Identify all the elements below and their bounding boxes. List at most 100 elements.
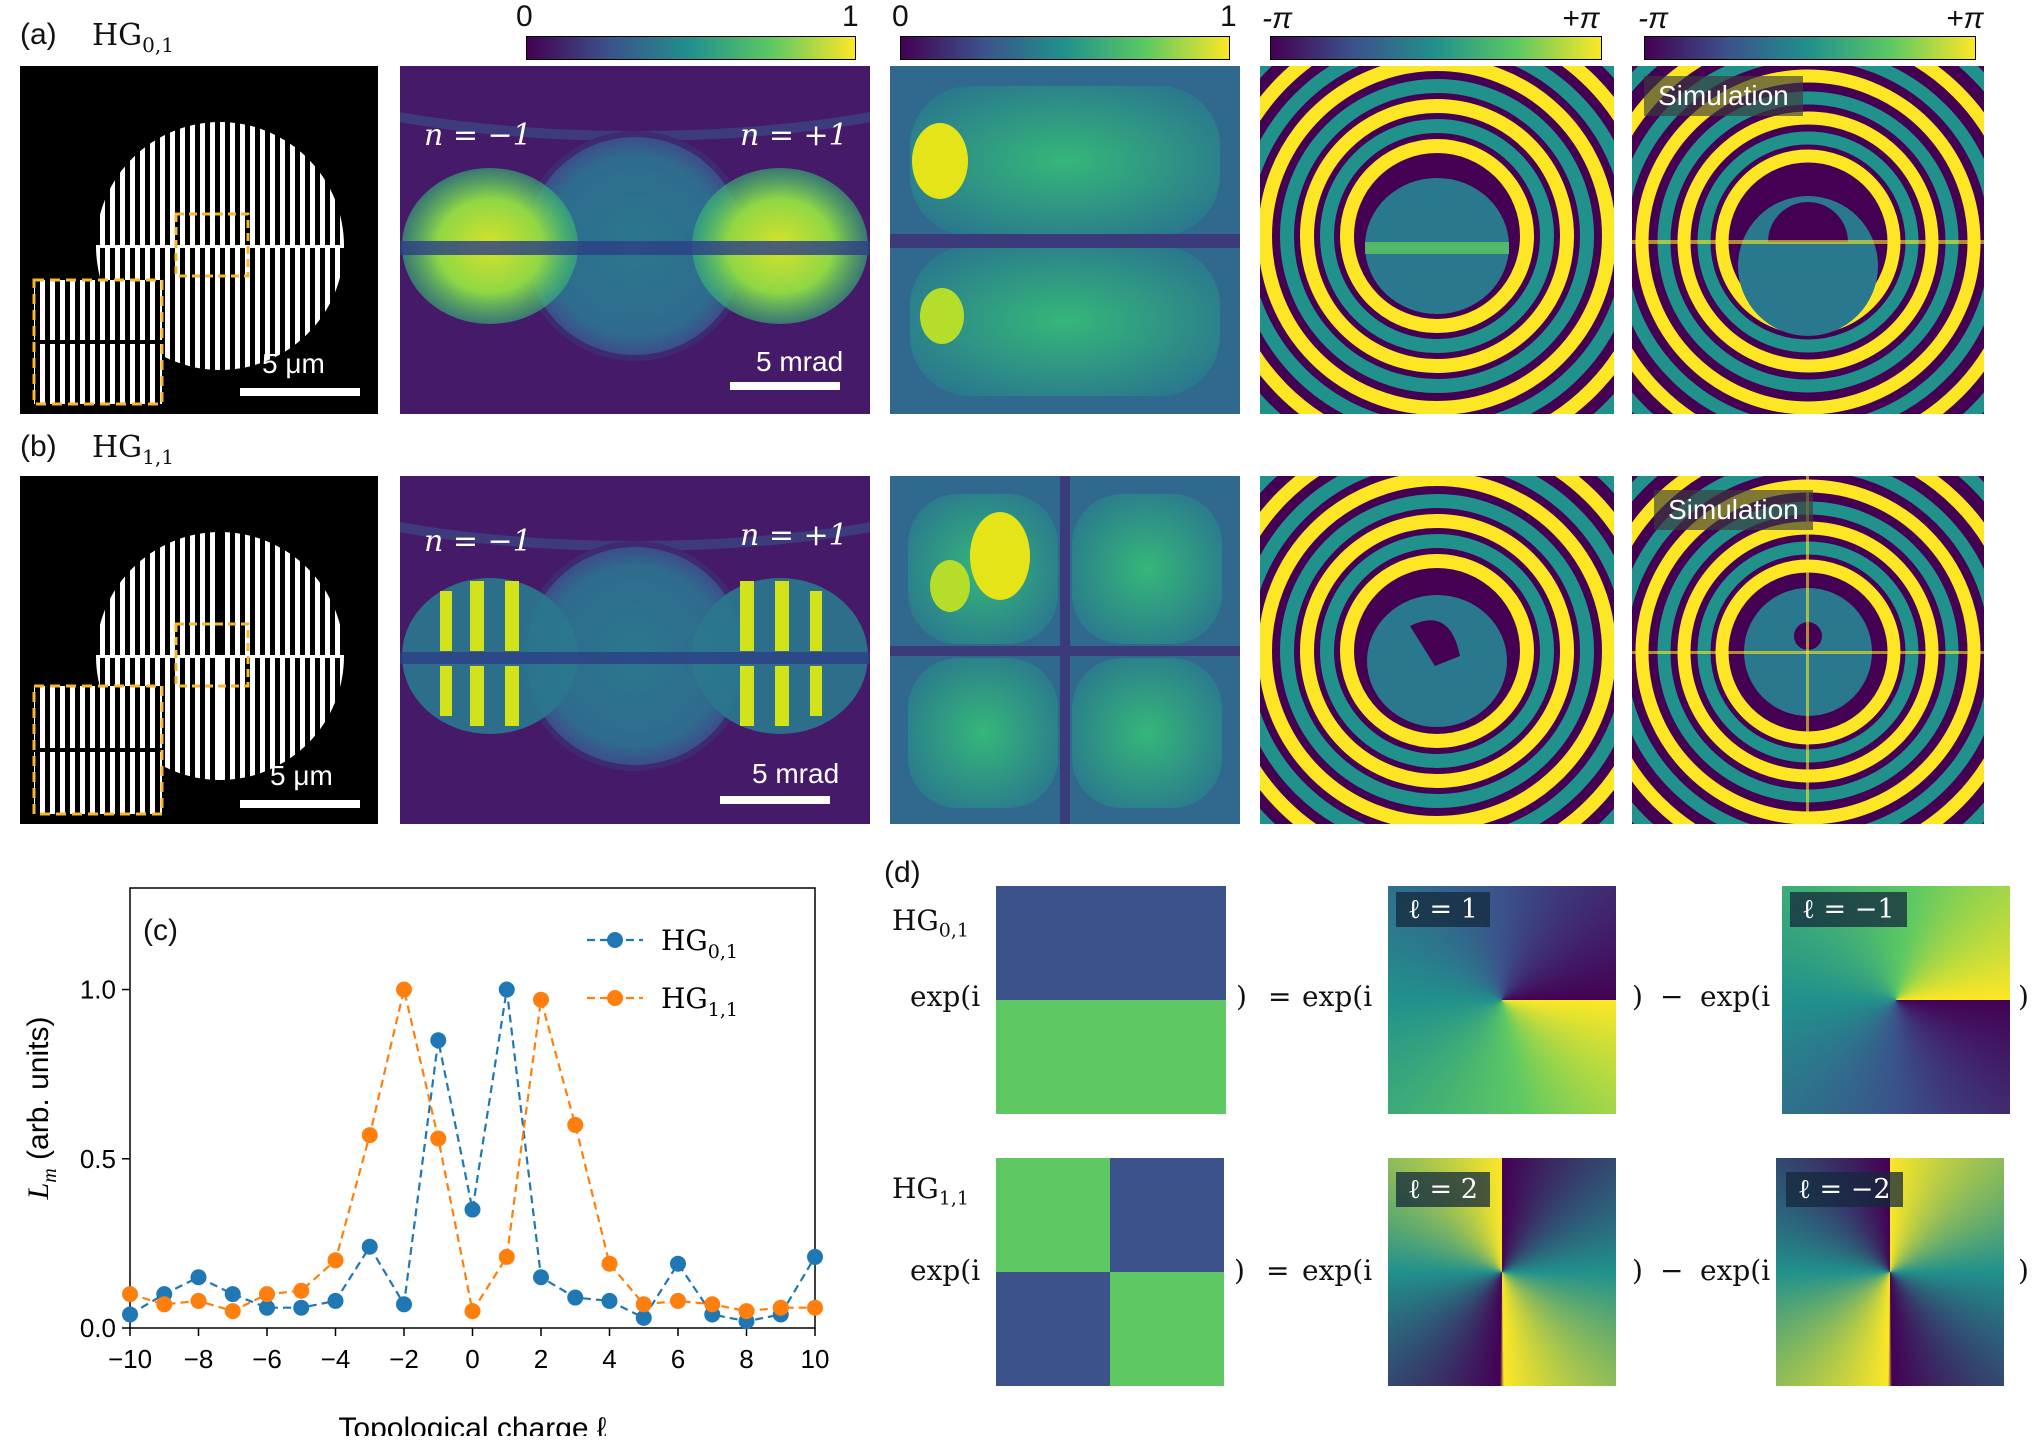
x-tick-label: 2 bbox=[534, 1344, 548, 1374]
hg01-phase-square bbox=[996, 886, 1226, 1114]
grating-image-a: 5 μm bbox=[20, 66, 378, 414]
data-point-1 bbox=[464, 1303, 481, 1320]
data-point-1 bbox=[635, 1296, 652, 1313]
y-tick-label: 0.0 bbox=[80, 1313, 116, 1343]
panel-a-label: (a) bbox=[20, 18, 57, 51]
inset-zoom-a bbox=[32, 278, 164, 406]
data-point-1 bbox=[430, 1130, 447, 1147]
x-tick-label: −6 bbox=[252, 1344, 282, 1374]
decomp-row2-minus: − bbox=[1660, 1254, 1684, 1287]
colorbar-2-max: 1 bbox=[1220, 0, 1237, 33]
decomp-row2-close-1: ) bbox=[1234, 1254, 1245, 1287]
panel-c-chart: −10 −8 −6 −4 −2 0 2 4 6 8 10 0.0 0.5 1.0 Topological c… bbox=[0, 860, 880, 1441]
panel-a-mode: HG0,1 bbox=[92, 18, 174, 57]
data-point-1 bbox=[807, 1299, 823, 1316]
scale-label-mrad-a: 5 mrad bbox=[756, 346, 844, 377]
data-point-1 bbox=[293, 1282, 310, 1299]
inset-zoom-b bbox=[32, 684, 164, 816]
data-point-1 bbox=[601, 1255, 618, 1272]
decomp-row1-mode: HG0,1 bbox=[892, 904, 970, 942]
vortex-lneg1-tag: ℓ = −1 bbox=[1790, 892, 1907, 927]
y-tick-label: 1.0 bbox=[80, 975, 116, 1005]
panel-d-label: (d) bbox=[884, 856, 921, 889]
decomp-row1-equals: = bbox=[1268, 980, 1292, 1013]
decomp-row2-close-2: ) bbox=[1632, 1254, 1643, 1287]
order-label-plus-a: n = +1 bbox=[740, 118, 848, 153]
data-point-1 bbox=[259, 1286, 275, 1303]
decomp-row1-exp-2: exp(i bbox=[1302, 980, 1373, 1013]
x-tick-label: −8 bbox=[184, 1344, 214, 1374]
decomp-row2-equals: = bbox=[1266, 1254, 1290, 1287]
decomp-row1-minus: − bbox=[1660, 980, 1684, 1013]
data-point-1 bbox=[738, 1303, 755, 1320]
data-point-0 bbox=[670, 1255, 686, 1272]
colorbar-intensity-1 bbox=[526, 36, 856, 60]
scale-label-um-a: 5 μm bbox=[262, 348, 325, 379]
data-point-0 bbox=[259, 1299, 275, 1316]
x-tick-label: 4 bbox=[602, 1344, 616, 1374]
data-point-1 bbox=[361, 1127, 378, 1144]
panel-b-mode: HG1,1 bbox=[92, 430, 174, 469]
x-tick-label: 10 bbox=[801, 1344, 830, 1374]
diffraction-pattern-b: n = −1 n = +1 5 mrad bbox=[400, 476, 870, 824]
data-point-0 bbox=[293, 1299, 310, 1316]
scale-label-um-b: 5 μm bbox=[270, 760, 333, 791]
panel-c-label: (c) bbox=[143, 914, 178, 947]
decomp-row1-exp: exp(i bbox=[910, 980, 981, 1013]
vortex-l2-tag: ℓ = 2 bbox=[1396, 1172, 1490, 1207]
data-point-0 bbox=[498, 981, 515, 998]
data-point-0 bbox=[635, 1309, 652, 1326]
vortex-lneg2-square: ℓ = −2 bbox=[1776, 1158, 2004, 1386]
order-label-minus-a: n = −1 bbox=[424, 118, 532, 153]
hg11-phase-square bbox=[996, 1158, 1224, 1386]
colorbar-2-min: 0 bbox=[892, 0, 909, 33]
decomp-row2-close-3: ) bbox=[2018, 1254, 2029, 1287]
vortex-l2-square: ℓ = 2 bbox=[1388, 1158, 1616, 1386]
phase-image-a bbox=[1260, 66, 1614, 414]
colorbar-3-max: +π bbox=[1562, 2, 1600, 35]
vortex-lneg1-square: ℓ = −1 bbox=[1782, 886, 2010, 1114]
phase-simulation-b: Simulation bbox=[1632, 476, 1984, 824]
vortex-l1-tag: ℓ = 1 bbox=[1396, 892, 1490, 927]
intensity-image-a bbox=[890, 66, 1240, 414]
grating-image-b: 5 μm bbox=[20, 476, 378, 824]
data-point-1 bbox=[533, 991, 549, 1008]
data-point-1 bbox=[122, 1286, 138, 1303]
x-tick-label: −2 bbox=[389, 1344, 419, 1374]
decomp-row2-mode: HG1,1 bbox=[892, 1172, 970, 1210]
decomp-row1-exp-3: exp(i bbox=[1700, 980, 1771, 1013]
x-tick-label: 6 bbox=[671, 1344, 685, 1374]
y-tick-label: 0.5 bbox=[80, 1144, 116, 1174]
colorbar-4-min: -π bbox=[1638, 2, 1669, 35]
series-line-0 bbox=[129, 989, 816, 1323]
scale-label-mrad-b: 5 mrad bbox=[752, 758, 840, 789]
legend-label-1: HG1,1 bbox=[661, 982, 738, 1021]
data-point-0 bbox=[327, 1292, 344, 1309]
colorbar-3-min: -π bbox=[1262, 2, 1293, 35]
decomp-row2-exp-2: exp(i bbox=[1302, 1254, 1373, 1287]
decomp-row1-close-1: ) bbox=[1236, 980, 1247, 1013]
y-axis-label: Lm (arb. units) bbox=[22, 1017, 61, 1201]
colorbar-1-max: 1 bbox=[842, 0, 859, 33]
colorbar-4-max: +π bbox=[1946, 2, 1984, 35]
x-axis-label: Topological charge ℓ bbox=[338, 1412, 607, 1436]
colorbar-1-min: 0 bbox=[516, 0, 533, 33]
legend-marker-1 bbox=[607, 990, 623, 1006]
diffraction-pattern-a: n = −1 n = +1 5 mrad bbox=[400, 66, 870, 414]
decomp-row2-exp-3: exp(i bbox=[1700, 1254, 1771, 1287]
order-label-minus-b: n = −1 bbox=[424, 524, 532, 559]
x-tick-label: 8 bbox=[739, 1344, 753, 1374]
data-point-0 bbox=[601, 1292, 618, 1309]
x-tick-label: 0 bbox=[465, 1344, 479, 1374]
data-point-1 bbox=[224, 1303, 241, 1320]
data-point-1 bbox=[772, 1299, 789, 1316]
data-point-0 bbox=[807, 1248, 823, 1265]
data-point-1 bbox=[156, 1296, 173, 1313]
data-point-1 bbox=[396, 981, 412, 998]
colorbar-intensity-2 bbox=[900, 36, 1230, 60]
data-point-0 bbox=[430, 1032, 447, 1049]
phase-image-b bbox=[1260, 476, 1614, 824]
data-point-0 bbox=[190, 1269, 207, 1286]
x-tick-label: −4 bbox=[321, 1344, 351, 1374]
simulation-tag-a: Simulation bbox=[1644, 76, 1803, 116]
